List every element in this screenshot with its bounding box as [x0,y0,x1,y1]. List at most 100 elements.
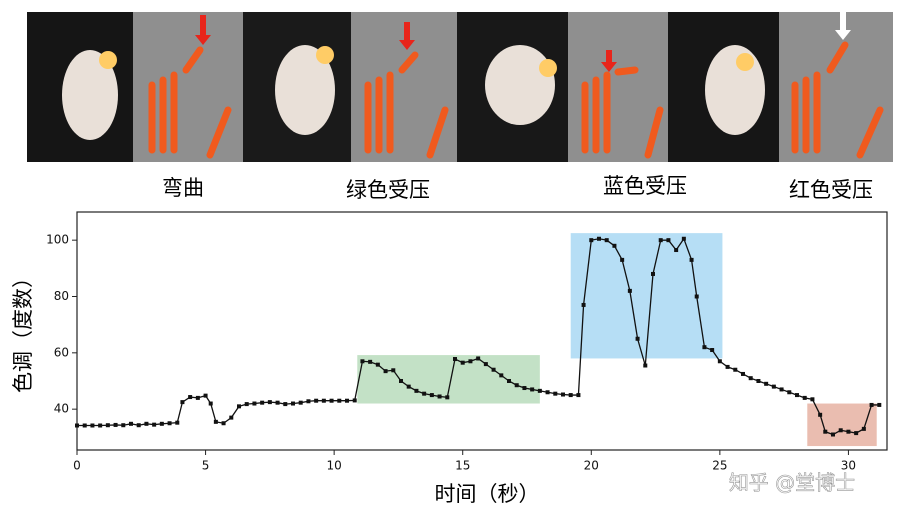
y-tick-label: 80 [54,289,69,303]
data-point [597,236,601,241]
x-tick-label: 30 [841,459,856,473]
hands [62,45,765,140]
photo-strip [27,12,893,162]
data-point [545,390,550,395]
data-point [306,399,311,404]
data-point [666,238,671,243]
data-point [345,398,349,403]
data-point [422,391,427,396]
data-point [818,412,823,417]
data-point [208,401,213,406]
data-point [352,398,357,403]
data-point [702,345,707,350]
data-point [756,378,761,383]
data-point [689,257,694,262]
data-point [167,421,172,426]
data-point [568,393,573,398]
data-point [561,392,565,397]
data-point [476,356,481,361]
data-point [581,302,586,307]
data-point [260,400,265,405]
data-line [77,237,880,436]
data-point [391,368,396,373]
x-tick-label: 20 [584,459,599,473]
data-point [98,423,103,428]
panel-label: 弯曲 [162,176,204,200]
glow [99,46,754,77]
x-tick-label: 25 [712,459,727,473]
y-axis-label: 色调（度数） [11,267,35,393]
data-point [468,359,473,364]
data-point [530,387,535,392]
data-point [437,394,442,399]
data-point [869,402,874,407]
data-point [514,383,519,388]
data-point [620,257,625,262]
data-point [252,401,257,406]
data-point [877,402,882,407]
data-point [175,420,180,425]
data-point [810,397,815,402]
data-point [75,423,79,428]
data-point [589,238,594,243]
data-point [861,426,866,431]
data-point [710,348,715,353]
x-tick-label: 15 [455,459,470,473]
y-tick-label: 60 [54,345,69,359]
data-point [499,373,504,378]
data-point [383,369,388,374]
data-point [152,422,157,427]
data-point [237,404,241,409]
data-point [244,402,249,407]
data-point [188,395,193,400]
data-point [838,428,843,433]
x-tick-label: 10 [327,459,342,473]
data-point [221,421,226,426]
data-point [195,395,200,400]
data-point [129,421,133,426]
data-point [337,398,342,403]
data-point [694,294,699,299]
data-point [643,363,648,368]
data-point [429,393,434,398]
data-point [681,236,686,241]
data-point [787,390,792,395]
data-point [576,393,581,398]
data-point [612,243,617,248]
data-point [113,422,118,427]
data-point [725,364,730,369]
data-point [82,423,87,428]
data-point [846,429,851,434]
data-point [267,400,272,405]
data-point [627,288,632,293]
x-tick-label: 0 [73,459,81,473]
data-point [445,395,450,400]
data-point [854,431,859,436]
data-point [507,378,511,383]
y-tick-label: 100 [46,233,69,247]
data-point [321,398,326,403]
panel-label: 绿色受压 [346,178,430,202]
data-point [748,376,753,381]
data-point [375,362,380,367]
data-point [823,429,828,434]
data-point [537,388,542,393]
data-point [795,393,799,398]
data-point [360,359,365,364]
data-point [483,362,488,367]
x-tick-label: 5 [202,459,210,473]
data-point [414,388,419,393]
data-point [275,400,280,405]
data-point [406,384,411,389]
data-point [329,398,334,403]
arrows [195,12,851,72]
data-point [283,402,288,407]
data-point [522,386,527,391]
data-point [651,271,655,276]
data-point [658,238,663,243]
data-point [291,401,295,406]
plot-frame [76,211,888,451]
data-point [779,387,784,392]
data-point [298,400,303,405]
